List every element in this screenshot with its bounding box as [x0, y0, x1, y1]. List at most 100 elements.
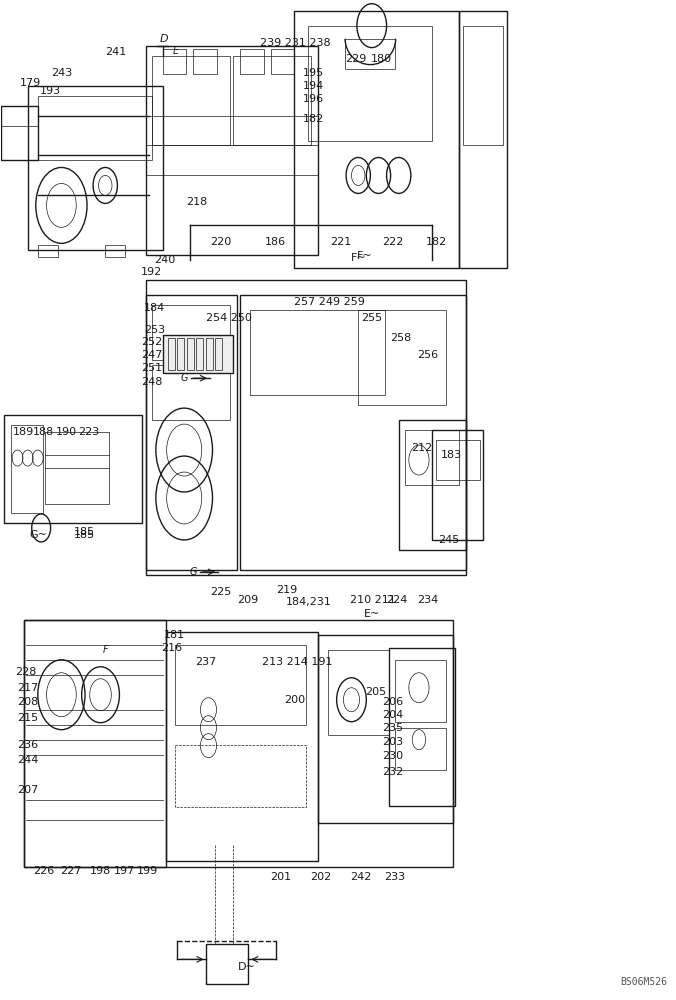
Text: 234: 234	[418, 595, 439, 605]
Bar	[460, 11, 506, 268]
Bar	[395, 728, 446, 770]
Text: 258: 258	[391, 333, 412, 343]
Text: G~: G~	[29, 530, 47, 540]
Bar	[215, 338, 222, 370]
Text: 185: 185	[74, 530, 95, 540]
Text: 226: 226	[33, 866, 54, 876]
Text: 210 211: 210 211	[350, 595, 396, 605]
Bar	[28, 86, 163, 250]
Text: 189: 189	[13, 427, 34, 437]
Text: 180: 180	[370, 54, 391, 64]
Text: 182: 182	[426, 237, 447, 247]
Text: 208: 208	[18, 697, 39, 707]
Text: 202: 202	[310, 872, 331, 882]
Bar	[233, 56, 311, 145]
Bar	[206, 338, 212, 370]
Text: 209: 209	[237, 595, 258, 605]
Text: 241: 241	[105, 47, 126, 57]
Text: 247: 247	[141, 350, 162, 360]
Bar	[399, 420, 466, 550]
Text: 190: 190	[56, 427, 77, 437]
Bar	[250, 310, 385, 395]
Text: F~: F~	[350, 253, 366, 263]
Bar	[153, 56, 230, 145]
Bar	[174, 745, 306, 807]
Text: G: G	[180, 373, 188, 383]
Text: 183: 183	[441, 450, 462, 460]
Text: 220: 220	[210, 237, 231, 247]
Bar	[166, 632, 318, 861]
Bar	[11, 425, 43, 513]
Bar	[433, 430, 483, 540]
Bar	[328, 650, 389, 735]
Bar	[163, 49, 186, 74]
Text: 184: 184	[144, 303, 165, 313]
Text: 251: 251	[141, 363, 162, 373]
Text: 252: 252	[141, 337, 162, 347]
Text: 237: 237	[195, 657, 216, 667]
Bar	[146, 295, 237, 570]
Bar	[174, 645, 306, 725]
Text: 199: 199	[137, 866, 158, 876]
Text: D: D	[160, 34, 168, 44]
Bar	[389, 648, 455, 806]
Text: 219: 219	[276, 585, 297, 595]
Text: BS06M526: BS06M526	[620, 977, 667, 987]
Bar	[4, 415, 143, 523]
Text: 185: 185	[74, 527, 95, 537]
Text: 244: 244	[18, 755, 39, 765]
Bar	[38, 245, 58, 257]
Text: 240: 240	[155, 255, 176, 265]
Bar	[45, 432, 109, 504]
Text: E~: E~	[364, 609, 380, 619]
Text: 227: 227	[60, 866, 81, 876]
Text: 245: 245	[438, 535, 459, 545]
Bar	[24, 620, 453, 867]
Text: 233: 233	[384, 872, 405, 882]
Bar	[105, 245, 126, 257]
Text: 218: 218	[186, 197, 208, 207]
Bar	[163, 335, 233, 373]
Bar	[358, 310, 446, 405]
Text: D~: D~	[238, 962, 256, 972]
Bar	[308, 26, 433, 141]
Text: 257 249 259: 257 249 259	[294, 297, 365, 307]
Text: 204: 204	[382, 710, 403, 720]
Text: 193: 193	[40, 86, 61, 96]
Text: 200: 200	[284, 695, 305, 705]
Text: 195: 195	[303, 68, 324, 78]
Text: F: F	[103, 645, 108, 655]
Text: 230: 230	[382, 751, 403, 761]
Bar	[146, 280, 466, 575]
Text: 239 231 238: 239 231 238	[260, 38, 331, 48]
Text: 255: 255	[362, 313, 383, 323]
Bar	[240, 49, 264, 74]
Text: 186: 186	[265, 237, 286, 247]
Text: 256: 256	[418, 350, 439, 360]
Text: 192: 192	[141, 267, 162, 277]
Bar	[153, 365, 230, 420]
Text: 232: 232	[382, 767, 403, 777]
Bar	[146, 46, 318, 255]
Text: F~: F~	[357, 251, 372, 261]
Text: 248: 248	[141, 377, 162, 387]
Bar	[240, 295, 466, 570]
Bar	[463, 26, 503, 145]
Text: 217: 217	[18, 683, 39, 693]
Text: 242: 242	[350, 872, 372, 882]
Text: 254 250: 254 250	[206, 313, 252, 323]
Text: 184,231: 184,231	[285, 597, 331, 607]
Text: 221: 221	[330, 237, 351, 247]
Text: 179: 179	[20, 78, 41, 88]
Text: 225: 225	[210, 587, 231, 597]
Bar	[395, 660, 446, 722]
Bar	[294, 11, 460, 268]
Text: 229: 229	[345, 54, 366, 64]
Bar	[345, 39, 395, 69]
Bar	[206, 944, 248, 984]
Text: 243: 243	[51, 68, 72, 78]
Bar	[24, 620, 166, 867]
Text: 196: 196	[303, 94, 324, 104]
Bar	[270, 49, 294, 74]
Text: 224: 224	[387, 595, 408, 605]
